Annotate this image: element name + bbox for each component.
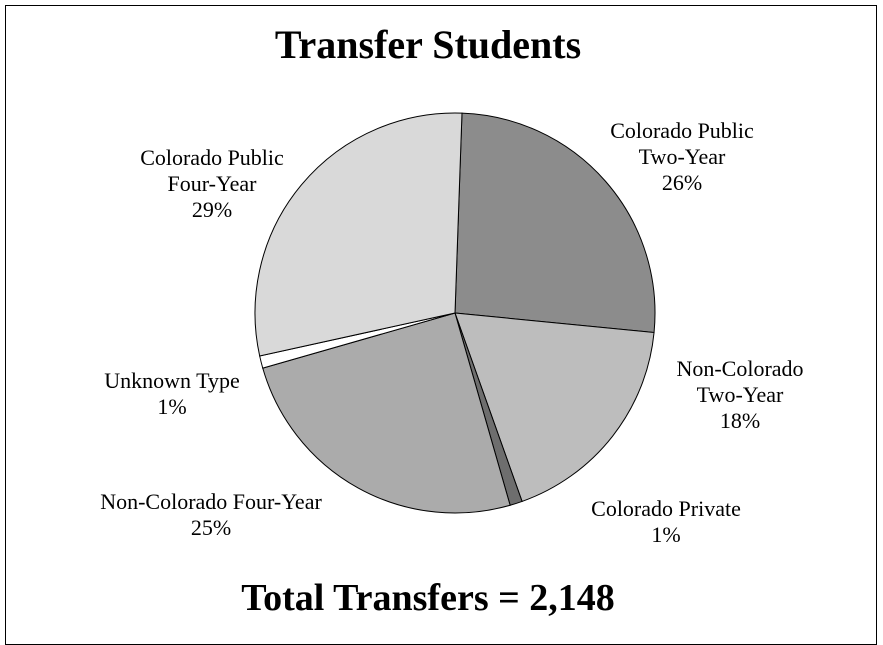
pie-slice-colorado-public-two-year [454, 112, 656, 334]
slice-label-line: Colorado Public [140, 145, 284, 170]
slice-label-non-colorado-four-year: Non-Colorado Four-Year 25% [100, 489, 322, 540]
slice-label-line: Unknown Type [104, 368, 240, 393]
slice-label-line: Four-Year [168, 171, 258, 196]
slice-label-line: Colorado Public [610, 118, 754, 143]
slice-label-line: Two-Year [697, 382, 784, 407]
chart-title: Transfer Students [275, 22, 581, 67]
slice-percent: 25% [191, 515, 231, 540]
slice-percent: 1% [651, 522, 680, 547]
slice-label-unknown-type: Unknown Type 1% [104, 368, 240, 419]
slice-label-colorado-private: Colorado Private 1% [591, 496, 741, 547]
pie-slices [254, 112, 656, 514]
slice-percent: 18% [720, 408, 760, 433]
slice-label-colorado-public-four-year: Colorado Public Four-Year 29% [140, 145, 284, 222]
slice-percent: 26% [662, 170, 702, 195]
pie-slice-colorado-public-four-year [254, 112, 463, 357]
slice-label-line: Two-Year [639, 144, 726, 169]
pie-slice-non-colorado-four-year [262, 312, 511, 514]
slice-label-line: Non-Colorado Four-Year [100, 489, 322, 514]
slice-percent: 1% [157, 394, 186, 419]
slice-label-colorado-public-two-year: Colorado Public Two-Year 26% [610, 118, 754, 195]
pie-slice-non-colorado-two-year [454, 312, 655, 503]
slice-label-non-colorado-two-year: Non-Colorado Two-Year 18% [676, 356, 803, 433]
slice-label-line: Non-Colorado [676, 356, 803, 381]
slice-labels: Colorado Public Two-Year 26%Non-Colorado Tw… [100, 118, 803, 547]
chart-subtitle: Total Transfers = 2,148 [241, 577, 615, 619]
slice-percent: 29% [192, 197, 232, 222]
slice-label-line: Colorado Private [591, 496, 741, 521]
